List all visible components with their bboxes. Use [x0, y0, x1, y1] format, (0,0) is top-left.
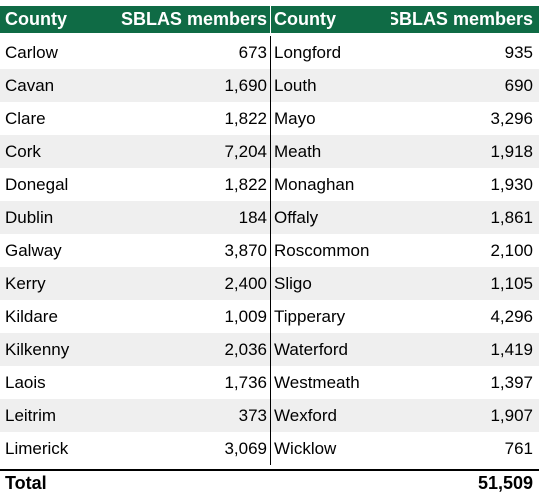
members-right-cell: 2,100: [490, 240, 533, 260]
county-left-cell: Carlow: [5, 42, 58, 62]
table-row: Clare 1,822 Mayo 3,296: [0, 102, 539, 135]
members-right-cell: 1,397: [490, 372, 533, 392]
table-row: Carlow 673 Longford 935: [0, 36, 539, 69]
table-row: Cavan 1,690 Louth 690: [0, 69, 539, 102]
county-left-cell: Laois: [5, 372, 46, 392]
members-right-cell: 3,296: [490, 108, 533, 128]
total-label: Total: [5, 473, 47, 493]
county-right-cell: Westmeath: [274, 372, 360, 392]
county-left-cell: Dublin: [5, 207, 54, 227]
county-left-cell: Cork: [5, 141, 41, 161]
table-row: Donegal 1,822 Monaghan 1,930: [0, 168, 539, 201]
total-row: Total 51,509: [0, 469, 539, 496]
members-left-cell: 3,870: [120, 234, 271, 267]
header-county-right: County: [274, 9, 336, 29]
members-left-cell: 1,736: [120, 366, 271, 399]
table-row: Kildare 1,009 Tipperary 4,296: [0, 300, 539, 333]
members-right-cell: 4,296: [490, 306, 533, 326]
members-left-cell: 2,036: [120, 333, 271, 366]
table-row: Dublin 184 Offaly 1,861: [0, 201, 539, 234]
members-left-cell: 673: [120, 36, 271, 69]
members-right-cell: 1,105: [490, 273, 533, 293]
table-row: Kilkenny 2,036 Waterford 1,419: [0, 333, 539, 366]
county-right-cell: Waterford: [274, 339, 349, 359]
county-right-cell: Monaghan: [274, 174, 355, 194]
county-left-cell: Galway: [5, 240, 62, 260]
county-right-cell: Longford: [274, 42, 342, 62]
county-left-cell: Kerry: [5, 273, 46, 293]
header-county-left: County: [5, 9, 67, 29]
county-right-cell: Sligo: [274, 273, 312, 293]
county-left-cell: Limerick: [5, 438, 69, 458]
members-right-cell: 761: [504, 438, 533, 458]
county-left-cell: Donegal: [5, 174, 69, 194]
county-right-cell: Wexford: [274, 405, 337, 425]
county-right-cell: Louth: [274, 75, 317, 95]
header-members-right: SBLAS members: [391, 9, 533, 29]
table-header: County SBLAS members County SBLAS member…: [0, 6, 539, 33]
county-left-cell: Clare: [5, 108, 46, 128]
county-left-cell: Kildare: [5, 306, 58, 326]
header-members-left: SBLAS members: [120, 6, 271, 33]
members-left-cell: 3,069: [120, 432, 271, 465]
county-right-cell: Offaly: [274, 207, 319, 227]
members-right-cell: 1,930: [490, 174, 533, 194]
members-left-cell: 1,822: [120, 168, 271, 201]
members-left-cell: 7,204: [120, 135, 271, 168]
members-right-cell: 1,918: [490, 141, 533, 161]
members-left-cell: 373: [120, 399, 271, 432]
members-right-cell: 1,861: [490, 207, 533, 227]
county-left-cell: Kilkenny: [5, 339, 70, 359]
county-left-cell: Leitrim: [5, 405, 57, 425]
county-right-cell: Tipperary: [274, 306, 346, 326]
total-spacer-right: [271, 471, 391, 496]
members-left-cell: 1,009: [120, 300, 271, 333]
table-row: Limerick 3,069 Wicklow 761: [0, 432, 539, 465]
county-right-cell: Roscommon: [274, 240, 370, 260]
members-left-cell: 1,690: [120, 69, 271, 102]
members-left-cell: 184: [120, 201, 271, 234]
table-row: Galway 3,870 Roscommon 2,100: [0, 234, 539, 267]
county-left-cell: Cavan: [5, 75, 55, 95]
county-right-cell: Wicklow: [274, 438, 337, 458]
members-right-cell: 690: [504, 75, 533, 95]
total-value: 51,509: [477, 473, 533, 493]
members-right-cell: 1,419: [490, 339, 533, 359]
table-row: Laois 1,736 Westmeath 1,397: [0, 366, 539, 399]
county-right-cell: Meath: [274, 141, 322, 161]
total-spacer: [120, 471, 271, 496]
table-row: Cork 7,204 Meath 1,918: [0, 135, 539, 168]
members-left-cell: 1,822: [120, 102, 271, 135]
table-row: Leitrim 373 Wexford 1,907: [0, 399, 539, 432]
members-left-cell: 2,400: [120, 267, 271, 300]
members-right-cell: 1,907: [490, 405, 533, 425]
county-right-cell: Mayo: [274, 108, 316, 128]
table-row: Kerry 2,400 Sligo 1,105: [0, 267, 539, 300]
members-right-cell: 935: [504, 42, 533, 62]
